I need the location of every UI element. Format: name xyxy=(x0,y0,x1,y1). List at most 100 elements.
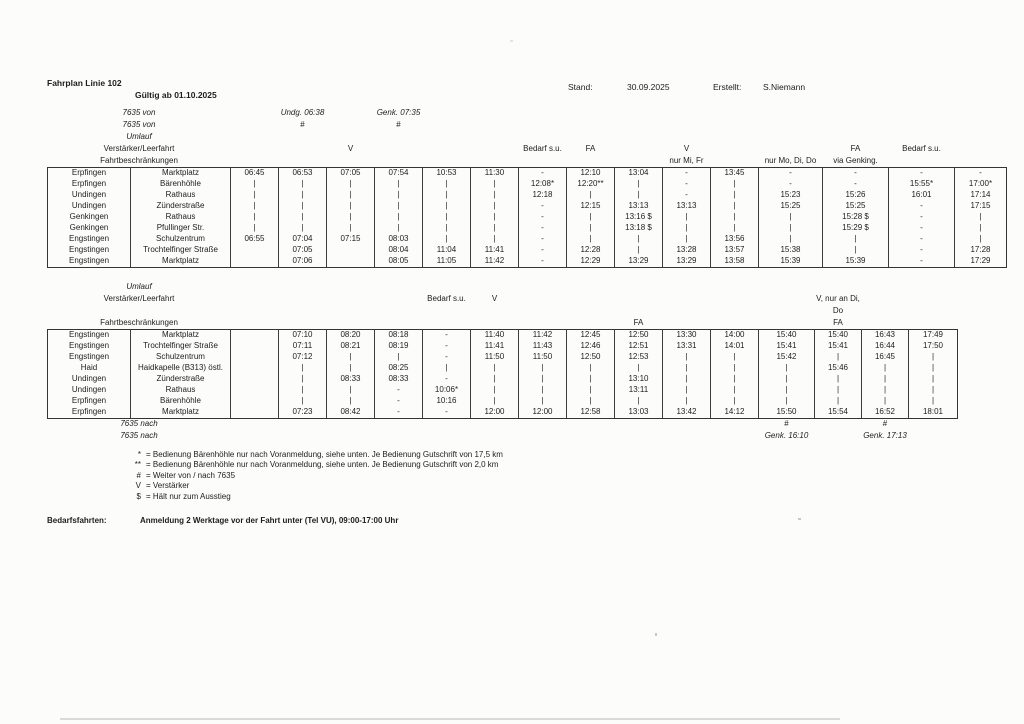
meta-cell xyxy=(711,430,759,442)
time-cell: - xyxy=(374,384,423,396)
ort-cell: Undingen xyxy=(47,384,131,396)
time-cell: | xyxy=(470,211,519,223)
meta-cell: # xyxy=(882,419,888,429)
time-cell: - xyxy=(422,328,471,341)
meta-cell: Bedarf s.u. xyxy=(427,294,466,303)
table-row: Engstingen Marktplatz 07:10 08:20 08:18-11:4… xyxy=(47,328,958,341)
meta-cell xyxy=(519,305,567,317)
table-row: Genkingen Rathaus | | | | | | - | 13:16 $ | | | 15:28 … xyxy=(47,211,1007,223)
time-cell: | xyxy=(814,384,862,396)
stop-cell: Haidkapelle (B313) östl. xyxy=(130,362,231,374)
time-cell: 07:05 xyxy=(278,244,327,256)
time-cell: | xyxy=(662,211,711,223)
time-cell: | xyxy=(470,178,519,190)
legend-text: = Verstärker xyxy=(146,481,190,491)
meta-cell xyxy=(711,119,759,131)
meta-cell xyxy=(231,317,279,329)
meta-cell xyxy=(663,293,711,305)
time-cell: | xyxy=(230,189,279,201)
meta-cell xyxy=(759,293,815,305)
time-cell xyxy=(230,362,279,374)
time-cell: 14:01 xyxy=(710,340,759,352)
time-cell: 18:01 xyxy=(908,406,958,419)
time-cell: 12:53 xyxy=(614,351,663,363)
meta-cell xyxy=(375,293,423,305)
time-cell: 07:11 xyxy=(278,340,327,352)
legend-text: = Weiter von / nach 7635 xyxy=(146,470,236,480)
stop-cell: Marktplatz xyxy=(130,406,231,419)
time-cell: 07:23 xyxy=(278,406,327,419)
ort-cell: Undingen xyxy=(47,373,131,385)
meta-cell xyxy=(423,430,471,442)
time-cell: 15:55* xyxy=(888,178,955,190)
time-cell: | xyxy=(374,189,423,201)
time-cell: | xyxy=(614,362,663,374)
stop-cell: Schulzentrum xyxy=(130,233,231,245)
meta-cell xyxy=(815,281,862,293)
time-cell: | xyxy=(908,395,958,407)
meta-cell xyxy=(519,119,567,131)
time-cell xyxy=(230,351,279,363)
meta-cell xyxy=(231,281,279,293)
legend-symbol: # xyxy=(136,470,141,480)
time-cell: | xyxy=(278,395,327,407)
meta-cell xyxy=(759,107,823,119)
time-cell: | xyxy=(278,222,327,234)
time-cell: | xyxy=(710,384,759,396)
time-cell: 11:41 xyxy=(470,340,519,352)
time-cell: 17:14 xyxy=(954,189,1007,201)
stand-label: Stand: xyxy=(568,82,593,92)
time-cell: - xyxy=(662,166,711,179)
meta-cell xyxy=(862,305,909,317)
meta-cell xyxy=(759,317,815,329)
meta-cell xyxy=(423,107,471,119)
meta-cell xyxy=(471,305,519,317)
time-cell: 15:40 xyxy=(758,328,815,341)
time-cell: | xyxy=(758,233,823,245)
time-cell: 11:41 xyxy=(470,244,519,256)
time-cell: - xyxy=(518,233,567,245)
meta-cell: V xyxy=(347,144,354,153)
time-cell: 17:00* xyxy=(954,178,1007,190)
meta-cell xyxy=(567,119,615,131)
time-cell: | xyxy=(758,222,823,234)
time-cell: | xyxy=(566,373,615,385)
meta-cell xyxy=(711,143,759,155)
meta-cell xyxy=(955,107,1007,119)
meta-cell xyxy=(711,155,759,167)
meta-cell: Genk. 07:35 xyxy=(376,108,421,117)
meta-cell xyxy=(889,119,955,131)
time-cell: | xyxy=(758,211,823,223)
meta-cell xyxy=(375,281,423,293)
time-cell: 06:55 xyxy=(230,233,279,245)
time-cell xyxy=(230,395,279,407)
time-cell: 13:42 xyxy=(662,406,711,419)
meta-cell xyxy=(231,305,279,317)
time-cell: | xyxy=(470,395,519,407)
table-row: Engstingen Marktplatz 07:06 08:05 11:05 11:42… xyxy=(47,255,1007,268)
meta-cell xyxy=(615,131,663,143)
time-cell: 07:05 xyxy=(326,166,375,179)
time-cell: | xyxy=(422,222,471,234)
time-cell: - xyxy=(888,255,955,268)
time-cell: | xyxy=(814,351,862,363)
time-cell: - xyxy=(758,178,823,190)
time-cell: | xyxy=(614,189,663,201)
time-cell: - xyxy=(888,200,955,212)
time-cell: 13:13 xyxy=(614,200,663,212)
time-cell: - xyxy=(888,233,955,245)
meta-cell xyxy=(663,131,711,143)
meta-cell xyxy=(663,119,711,131)
time-cell: | xyxy=(518,395,567,407)
time-cell: 15:25 xyxy=(822,200,889,212)
time-cell: | xyxy=(814,373,862,385)
meta-cell xyxy=(909,430,958,442)
meta-cell xyxy=(327,293,375,305)
ort-cell: Erpfingen xyxy=(47,395,131,407)
time-cell: - xyxy=(422,406,471,419)
meta-cell: # xyxy=(784,419,789,429)
time-cell: 12:15 xyxy=(566,200,615,212)
time-cell: | xyxy=(908,362,958,374)
meta-cell: FA xyxy=(833,317,843,327)
time-cell: | xyxy=(326,178,375,190)
